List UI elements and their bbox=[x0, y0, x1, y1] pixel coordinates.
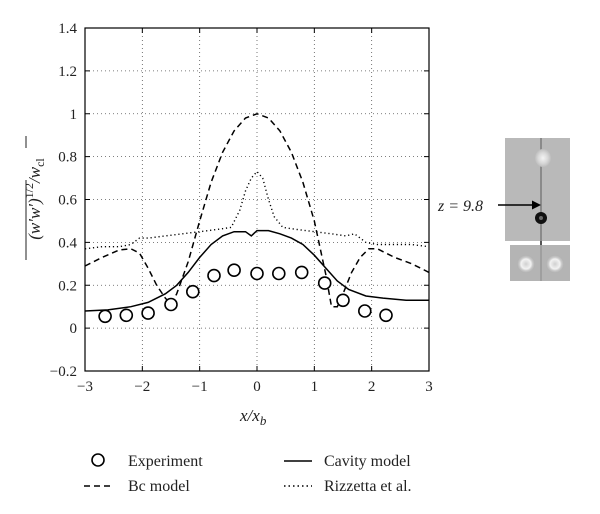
experiment-point bbox=[294, 265, 309, 280]
legend-label-rizzetta: Rizzetta et al. bbox=[324, 478, 412, 495]
x-tick-label: 1 bbox=[311, 379, 319, 395]
experiment-point bbox=[379, 308, 393, 323]
legend: Experiment Cavity model Bc model Rizzett… bbox=[84, 453, 412, 495]
inset-flow-images bbox=[505, 138, 570, 281]
y-tick-label: 0.4 bbox=[58, 235, 77, 251]
x-tick-label: 2 bbox=[368, 379, 376, 395]
series-layer bbox=[84, 113, 430, 324]
experiment-point bbox=[164, 297, 178, 312]
y-tick-label: 0.2 bbox=[58, 278, 77, 294]
y-tick-label: 1.4 bbox=[58, 21, 77, 37]
y-tick-label: 1 bbox=[70, 107, 78, 123]
experiment-point bbox=[207, 268, 221, 283]
legend-label-bc: Bc model bbox=[128, 478, 190, 495]
y-tick-label: 0.8 bbox=[58, 150, 77, 166]
x-tick-label: −1 bbox=[192, 379, 208, 395]
z-annotation-arrowhead bbox=[532, 200, 541, 210]
legend-marker-experiment bbox=[91, 453, 105, 467]
y-tick-label: −0.2 bbox=[50, 364, 77, 380]
axis-ticks bbox=[84, 27, 430, 372]
experiment-point bbox=[357, 304, 372, 318]
inset-upper-blob bbox=[535, 149, 551, 167]
x-tick-labels: −3 −2 −1 0 1 2 3 bbox=[77, 379, 433, 395]
y-tick-label: 0 bbox=[70, 321, 78, 337]
y-tick-label: 0.6 bbox=[58, 193, 77, 209]
experiment-point bbox=[98, 309, 112, 324]
z-annotation-label: z = 9.8 bbox=[437, 198, 483, 215]
experiment-point bbox=[227, 263, 241, 278]
x-tick-label: 0 bbox=[253, 379, 261, 395]
experiment-point bbox=[186, 284, 200, 299]
inset-lower-ring-left bbox=[517, 255, 535, 273]
inset-lower-ring-right bbox=[546, 255, 564, 273]
grid-lines bbox=[85, 28, 429, 371]
series-line-cavity-model bbox=[84, 229, 429, 312]
series-line-bc-model bbox=[84, 113, 430, 308]
experiment-point bbox=[317, 276, 332, 290]
legend-label-experiment: Experiment bbox=[128, 453, 203, 470]
experiment-point bbox=[141, 306, 155, 320]
x-tick-label: 3 bbox=[425, 379, 433, 395]
inset-vortex-highlight bbox=[539, 216, 543, 220]
experiment-point bbox=[336, 293, 350, 308]
series-line-rizzetta-et-al bbox=[84, 170, 430, 250]
experiment-point bbox=[250, 266, 264, 281]
x-tick-label: −3 bbox=[77, 379, 93, 395]
y-tick-labels: −0.2 0 0.2 0.4 0.6 0.8 1 1.2 1.4 bbox=[50, 21, 78, 380]
experiment-point bbox=[271, 266, 286, 281]
z-annotation: z = 9.8 bbox=[437, 198, 541, 215]
y-tick-label: 1.2 bbox=[58, 64, 77, 80]
x-tick-label: −2 bbox=[134, 379, 150, 395]
experiment-point bbox=[119, 308, 134, 323]
legend-label-cavity: Cavity model bbox=[324, 453, 411, 470]
x-axis-label: x/xb bbox=[239, 406, 267, 428]
